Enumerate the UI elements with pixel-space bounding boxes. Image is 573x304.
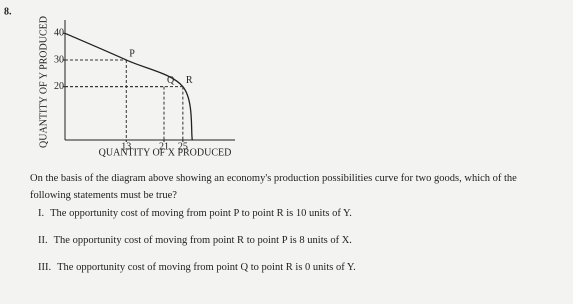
question-number: 8. (4, 6, 12, 17)
x-tick-label: 21 (159, 141, 169, 152)
x-axis-label: QUANTITY OF X PRODUCED (99, 147, 232, 158)
statement-numeral: I. (38, 208, 45, 219)
statement-numeral: II. (38, 235, 48, 246)
x-tick-label: 13 (121, 141, 131, 152)
y-axis-label: QUANTITY OF Y PRODUCED (38, 16, 49, 148)
statement-numeral: III. (38, 262, 52, 273)
statement-text: The opportunity cost of moving from poin… (53, 235, 352, 246)
y-tick-label: 40 (54, 28, 64, 39)
y-tick-label: 30 (54, 54, 64, 65)
statement-text: The opportunity cost of moving from poin… (57, 262, 356, 273)
statement: I. The opportunity cost of moving from po… (38, 208, 358, 219)
point-label: Q (167, 75, 175, 86)
point-label: R (186, 75, 193, 86)
statement: III. The opportunity cost of moving from … (38, 262, 362, 273)
statement: II. The opportunity cost of moving from p… (38, 235, 358, 246)
point-label: P (129, 48, 135, 59)
x-tick-label: 25 (178, 141, 188, 152)
statement-text: The opportunity cost of moving from poin… (50, 208, 352, 219)
y-tick-label: 20 (54, 81, 64, 92)
question: On the basis of the diagram above showin… (30, 173, 517, 201)
chart: 8. QUANTITY OF Y PRODUCED QUANTITY OF X … (4, 6, 235, 158)
ppf-curve (64, 32, 193, 141)
